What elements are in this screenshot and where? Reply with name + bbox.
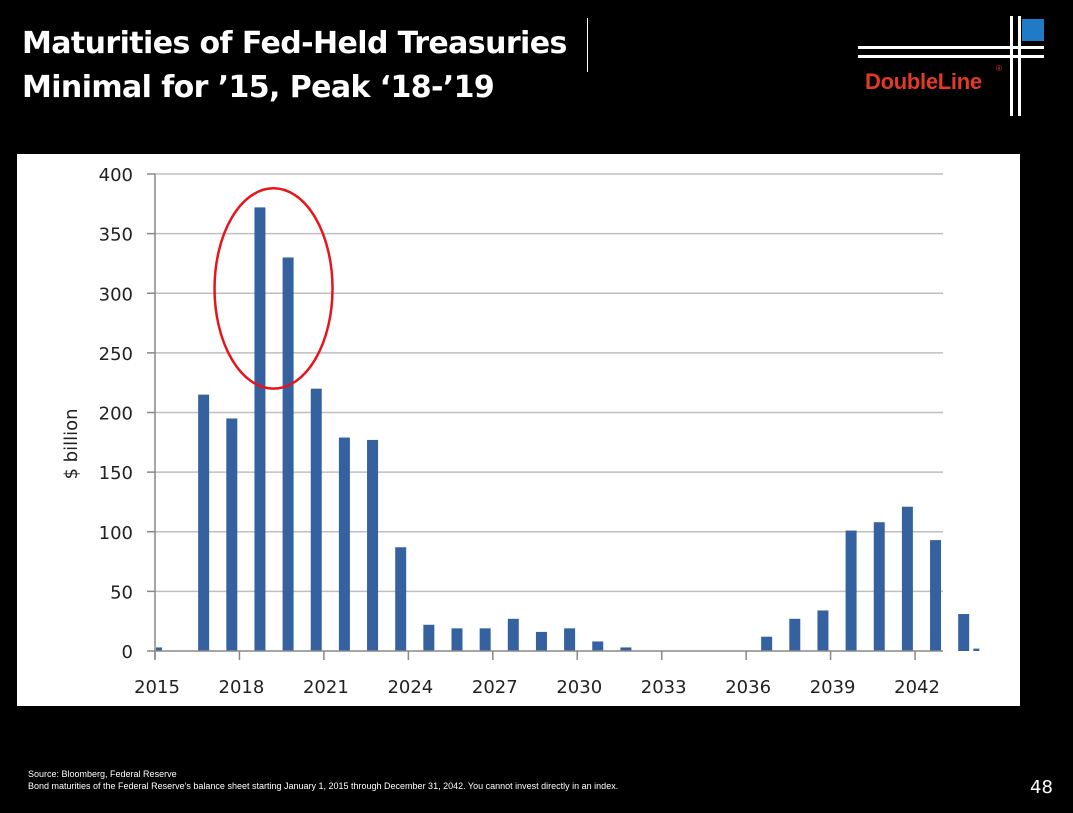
logo-vline-1 (1010, 16, 1013, 116)
x-tick-label: 2021 (303, 677, 349, 698)
x-tick-label: 2042 (894, 677, 940, 698)
y-tick-label: 250 (99, 344, 133, 365)
bar-2041 (901, 506, 913, 651)
y-tick-label: 400 (99, 165, 133, 186)
footer-source: Source: Bloomberg, Federal Reserve (28, 769, 177, 779)
annotations (213, 187, 334, 390)
bar-2025 (451, 628, 463, 651)
x-tick-label: 2015 (134, 677, 180, 698)
bar-2042 (930, 540, 942, 651)
bar-2038 (817, 610, 829, 651)
gridlines (155, 173, 943, 593)
bar-2021 (338, 437, 350, 651)
x-tick-label: 2024 (387, 677, 433, 698)
bar-2015 (156, 647, 162, 651)
page-number: 48 (1030, 777, 1053, 798)
title-line-2: Minimal for ’15, Peak ‘18-’19 (22, 70, 495, 105)
bar-2039 (845, 530, 857, 651)
x-tick-label: 2039 (810, 677, 856, 698)
bar-2020 (310, 388, 322, 651)
x-tick-label: 2018 (219, 677, 265, 698)
x-tick-label: 2036 (725, 677, 771, 698)
bar-2017 (226, 418, 238, 651)
chart-panel: 0 50 100 150 200 250 300 350 400 2015 2018 2021 202… (17, 154, 1020, 706)
logo-registered-mark: ® (996, 64, 1002, 73)
x-tick-label: 2030 (556, 677, 602, 698)
logo-hline-2 (858, 55, 1044, 58)
title-line-1: Maturities of Fed-Held Treasuries (22, 26, 567, 61)
bar-2022 (367, 439, 379, 651)
bar-chart: 0 50 100 150 200 250 300 350 400 2015 2018 2021 202… (61, 165, 980, 698)
logo-wordmark: DoubleLine (865, 69, 982, 94)
x-tick-labels: 2015 2018 2021 2024 2027 2030 2033 2036 2039 2042 (134, 677, 940, 698)
bars (156, 207, 980, 651)
logo-blue-square (1022, 19, 1044, 41)
slide-title: Maturities of Fed-Held Treasuries Minima… (22, 22, 567, 110)
footer: Source: Bloomberg, Federal Reserve Bond … (28, 768, 618, 792)
bar-2016 (198, 394, 210, 651)
highlight-ellipse (213, 187, 334, 390)
bar-2029 (564, 628, 576, 651)
y-tick-label: 100 (99, 523, 133, 544)
bar-2037 (789, 618, 801, 651)
footer-note: Bond maturities of the Federal Reserve’s… (28, 781, 619, 791)
bar-2031 (620, 647, 632, 651)
text-cursor (587, 18, 588, 72)
y-tick-label: 350 (99, 225, 133, 246)
bar-2027 (507, 618, 519, 651)
bar-2043 (958, 614, 970, 651)
y-tick-labels: 0 50 100 150 200 250 300 350 400 (99, 165, 133, 663)
x-tick-label: 2027 (472, 677, 518, 698)
axes (147, 173, 943, 660)
bar-2028 (535, 631, 547, 651)
bar-2040 (873, 522, 885, 651)
y-axis-label: $ billion (61, 408, 82, 479)
y-tick-label: 150 (99, 463, 133, 484)
logo-hline-1 (858, 46, 1044, 49)
bar-2019 (282, 257, 294, 651)
x-tick-label: 2033 (641, 677, 687, 698)
y-tick-label: 50 (110, 582, 133, 603)
bar-2026 (479, 628, 491, 651)
y-tick-label: 300 (99, 284, 133, 305)
logo-vline-2 (1018, 16, 1021, 116)
bar-2030 (592, 641, 604, 651)
bar-2044 (973, 648, 980, 651)
bar-2018 (254, 207, 266, 651)
bar-2024 (423, 624, 435, 651)
y-tick-label: 0 (122, 642, 133, 663)
y-tick-label: 200 (99, 404, 133, 425)
bar-2036 (761, 636, 773, 651)
bar-2023 (395, 547, 407, 651)
doubleline-logo: DoubleLine ® (850, 16, 1050, 120)
